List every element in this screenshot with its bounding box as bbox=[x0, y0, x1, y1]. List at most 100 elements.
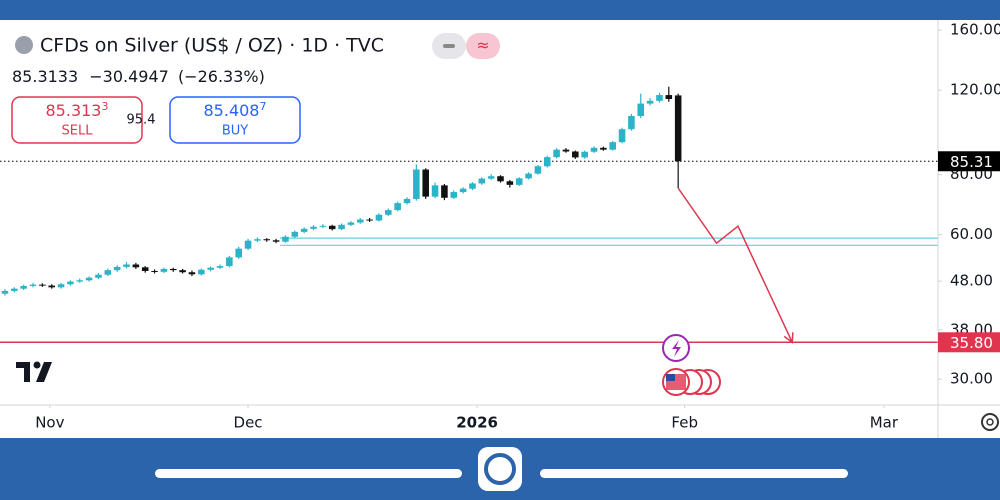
price-label-box bbox=[938, 332, 1000, 353]
candle-body bbox=[160, 268, 168, 272]
candle-body bbox=[1, 290, 9, 294]
x-tick-label: Mar bbox=[870, 414, 899, 432]
candle-body bbox=[618, 129, 626, 143]
nav-pill bbox=[540, 469, 848, 478]
buy-label: BUY bbox=[222, 124, 248, 139]
candle-body bbox=[553, 149, 560, 158]
top-bar bbox=[0, 0, 1000, 20]
candle-body bbox=[562, 149, 570, 152]
candle-body bbox=[95, 274, 102, 278]
candle-body bbox=[385, 210, 392, 215]
candle-body bbox=[637, 103, 645, 117]
candle-body bbox=[674, 95, 682, 162]
buy-price: 85.4087 bbox=[204, 100, 267, 120]
candle-body bbox=[600, 147, 607, 150]
candle-body bbox=[104, 270, 112, 275]
price-label: 85.31 bbox=[950, 153, 993, 171]
candle-body bbox=[132, 264, 140, 268]
candle-body bbox=[525, 173, 532, 179]
candle-body bbox=[282, 236, 289, 242]
candle-body bbox=[347, 222, 355, 225]
y-tick-label: 160.00 bbox=[950, 21, 1000, 39]
compare-button[interactable] bbox=[466, 33, 500, 59]
candle-body bbox=[76, 280, 84, 282]
candle-body bbox=[216, 266, 224, 268]
hide-icon bbox=[443, 44, 455, 48]
candle-body bbox=[497, 176, 504, 182]
candle-body bbox=[169, 268, 177, 271]
candle-body bbox=[57, 284, 65, 288]
compare-icon: ≈ bbox=[476, 36, 489, 55]
candle-body bbox=[656, 95, 663, 101]
spread: 95.4 bbox=[127, 113, 156, 128]
candle-body bbox=[590, 147, 598, 152]
candle-body bbox=[85, 277, 93, 281]
candle-body bbox=[515, 178, 523, 185]
candle-body bbox=[328, 225, 336, 230]
nav-pill bbox=[155, 469, 462, 478]
candle-body bbox=[506, 181, 514, 185]
plot bbox=[0, 86, 938, 344]
price-line: 85.3133 −30.4947 (−26.33%) bbox=[12, 67, 265, 86]
y-tick-label: 120.00 bbox=[950, 81, 1000, 99]
candle-body bbox=[431, 185, 439, 197]
candle-body bbox=[123, 264, 130, 267]
arrow-line bbox=[677, 187, 793, 343]
candle-body bbox=[665, 95, 673, 100]
candle-body bbox=[272, 240, 280, 242]
buy-pip: 7 bbox=[259, 100, 266, 113]
change-pct: (−26.33%) bbox=[178, 67, 265, 86]
candle-body bbox=[198, 269, 205, 275]
candle-body bbox=[646, 100, 654, 104]
candle-body bbox=[29, 284, 37, 286]
candle-body bbox=[226, 257, 233, 267]
candle-body bbox=[151, 270, 158, 272]
candle-body bbox=[628, 116, 635, 130]
candle-body bbox=[422, 169, 429, 197]
sell-pip: 3 bbox=[101, 100, 108, 113]
price-label-box bbox=[938, 151, 1000, 172]
candle-body bbox=[413, 169, 420, 199]
candle-body bbox=[366, 219, 373, 221]
candle-body bbox=[141, 267, 149, 271]
y-tick-label: 30.00 bbox=[950, 370, 993, 388]
candle-body bbox=[459, 188, 467, 193]
candle-body bbox=[179, 270, 186, 273]
candle-body bbox=[235, 248, 242, 258]
arrow-head bbox=[783, 332, 794, 344]
candle-body bbox=[263, 239, 271, 241]
symbol-icon bbox=[15, 36, 33, 54]
candle-body bbox=[487, 176, 495, 179]
candle-body bbox=[338, 224, 345, 230]
candle-body bbox=[207, 267, 214, 270]
candle-body bbox=[48, 285, 55, 288]
x-tick-label: Feb bbox=[671, 414, 698, 432]
x-tick-label: Nov bbox=[35, 414, 64, 432]
candle-body bbox=[609, 142, 616, 150]
sell-button[interactable] bbox=[11, 96, 143, 144]
y-tick-label: 48.00 bbox=[950, 272, 993, 290]
symbol-title: CFDs on Silver (US$ / OZ) · 1D · TVC bbox=[40, 35, 384, 57]
candle-body bbox=[478, 178, 486, 184]
candle-body bbox=[319, 225, 327, 227]
buy-button[interactable] bbox=[169, 96, 301, 144]
x-tick-label: Dec bbox=[234, 414, 263, 432]
settings-icon[interactable] bbox=[981, 413, 999, 431]
candle-body bbox=[469, 183, 476, 189]
sell-label: SELL bbox=[62, 124, 94, 139]
candle-body bbox=[581, 151, 588, 158]
x-tick-label: 2026 bbox=[456, 414, 498, 432]
candle-body bbox=[20, 285, 27, 289]
y-tick-label: 60.00 bbox=[950, 225, 993, 243]
candle-body bbox=[300, 228, 308, 232]
candle-body bbox=[543, 157, 551, 167]
candle-body bbox=[375, 214, 383, 221]
candle-body bbox=[113, 266, 121, 271]
app-icon-ring bbox=[484, 453, 516, 485]
price-label: 35.80 bbox=[950, 334, 993, 352]
event-icons bbox=[662, 334, 721, 396]
candle-body bbox=[11, 288, 18, 291]
candle-body bbox=[534, 166, 542, 174]
